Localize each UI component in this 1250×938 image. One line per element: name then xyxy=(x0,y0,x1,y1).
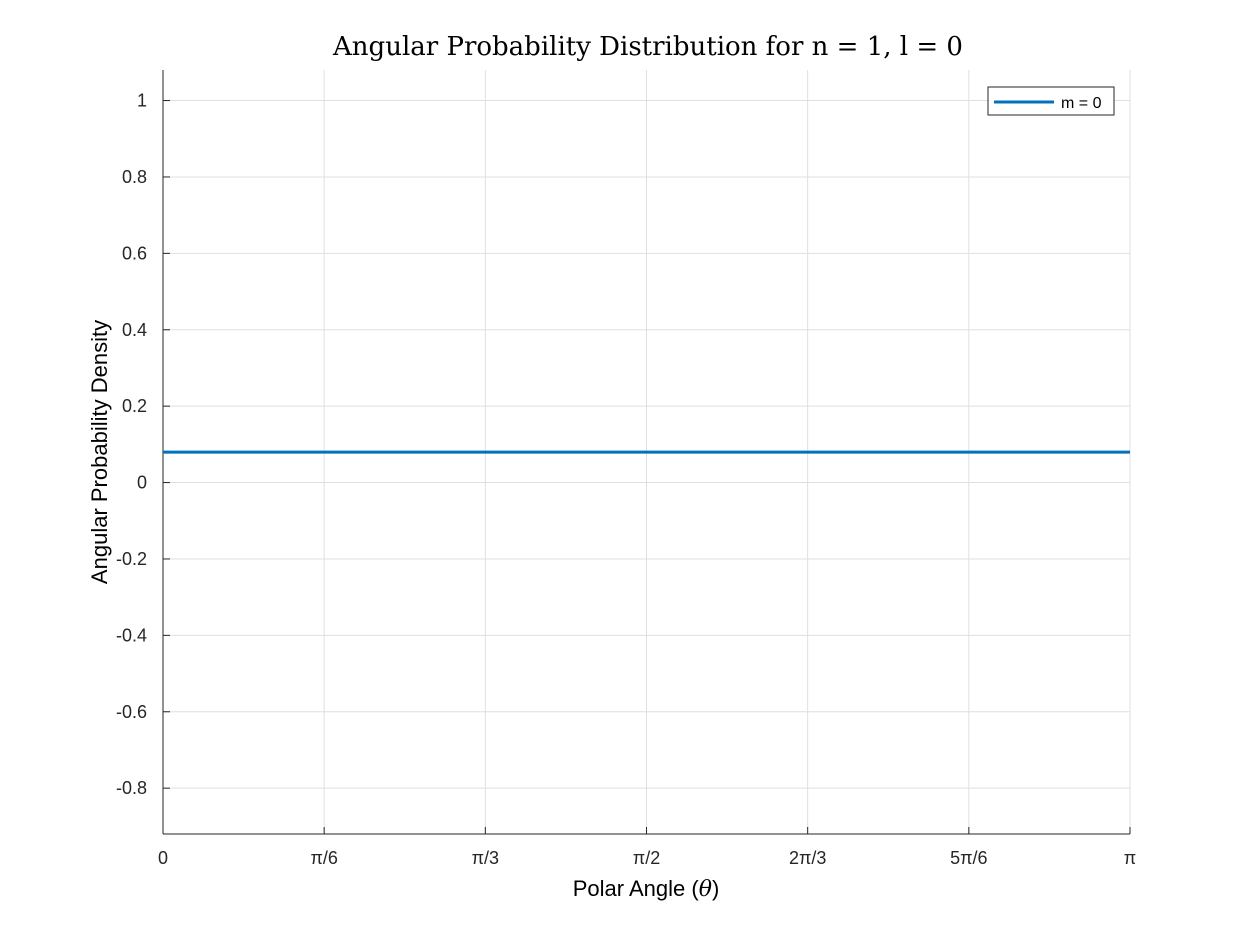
x-axis-label-suffix: ) xyxy=(712,876,719,901)
x-tick-label: 0 xyxy=(158,848,168,868)
tick-labels: 0 π/6 π/3 π/2 2π/3 5π/6 π 1 0.8 0.6 0.4 0.2 0 -0.2 -0.… xyxy=(116,91,1136,868)
x-axis-label-symbol: θ xyxy=(699,877,712,902)
x-tick-label: π/3 xyxy=(472,848,499,868)
y-tick-label: -0.6 xyxy=(116,702,147,722)
x-tick-label: 2π/3 xyxy=(789,848,826,868)
y-tick-label: -0.4 xyxy=(116,625,147,645)
y-tick-label: 0 xyxy=(137,473,147,493)
x-tick-label: 5π/6 xyxy=(950,848,987,868)
y-tick-label: 1 xyxy=(137,91,147,111)
y-tick-label: -0.8 xyxy=(116,778,147,798)
x-axis-label-prefix: Polar Angle ( xyxy=(573,876,700,901)
y-tick-label: 0.2 xyxy=(122,396,147,416)
chart-title: Angular Probability Distribution for n =… xyxy=(332,32,963,62)
x-tick-label: π xyxy=(1124,848,1136,868)
legend-label: m = 0 xyxy=(1061,95,1102,112)
y-tick-label: 0.4 xyxy=(122,320,147,340)
x-tick-label: π/6 xyxy=(310,848,337,868)
y-axis-label: Angular Probability Density xyxy=(87,320,112,584)
legend: m = 0 xyxy=(987,86,1115,116)
y-tick-label: -0.2 xyxy=(116,549,147,569)
y-tick-label: 0.6 xyxy=(122,243,147,263)
x-tick-label: π/2 xyxy=(633,848,660,868)
x-axis-label: Polar Angle (θ) xyxy=(573,876,720,902)
y-tick-label: 0.8 xyxy=(122,167,147,187)
